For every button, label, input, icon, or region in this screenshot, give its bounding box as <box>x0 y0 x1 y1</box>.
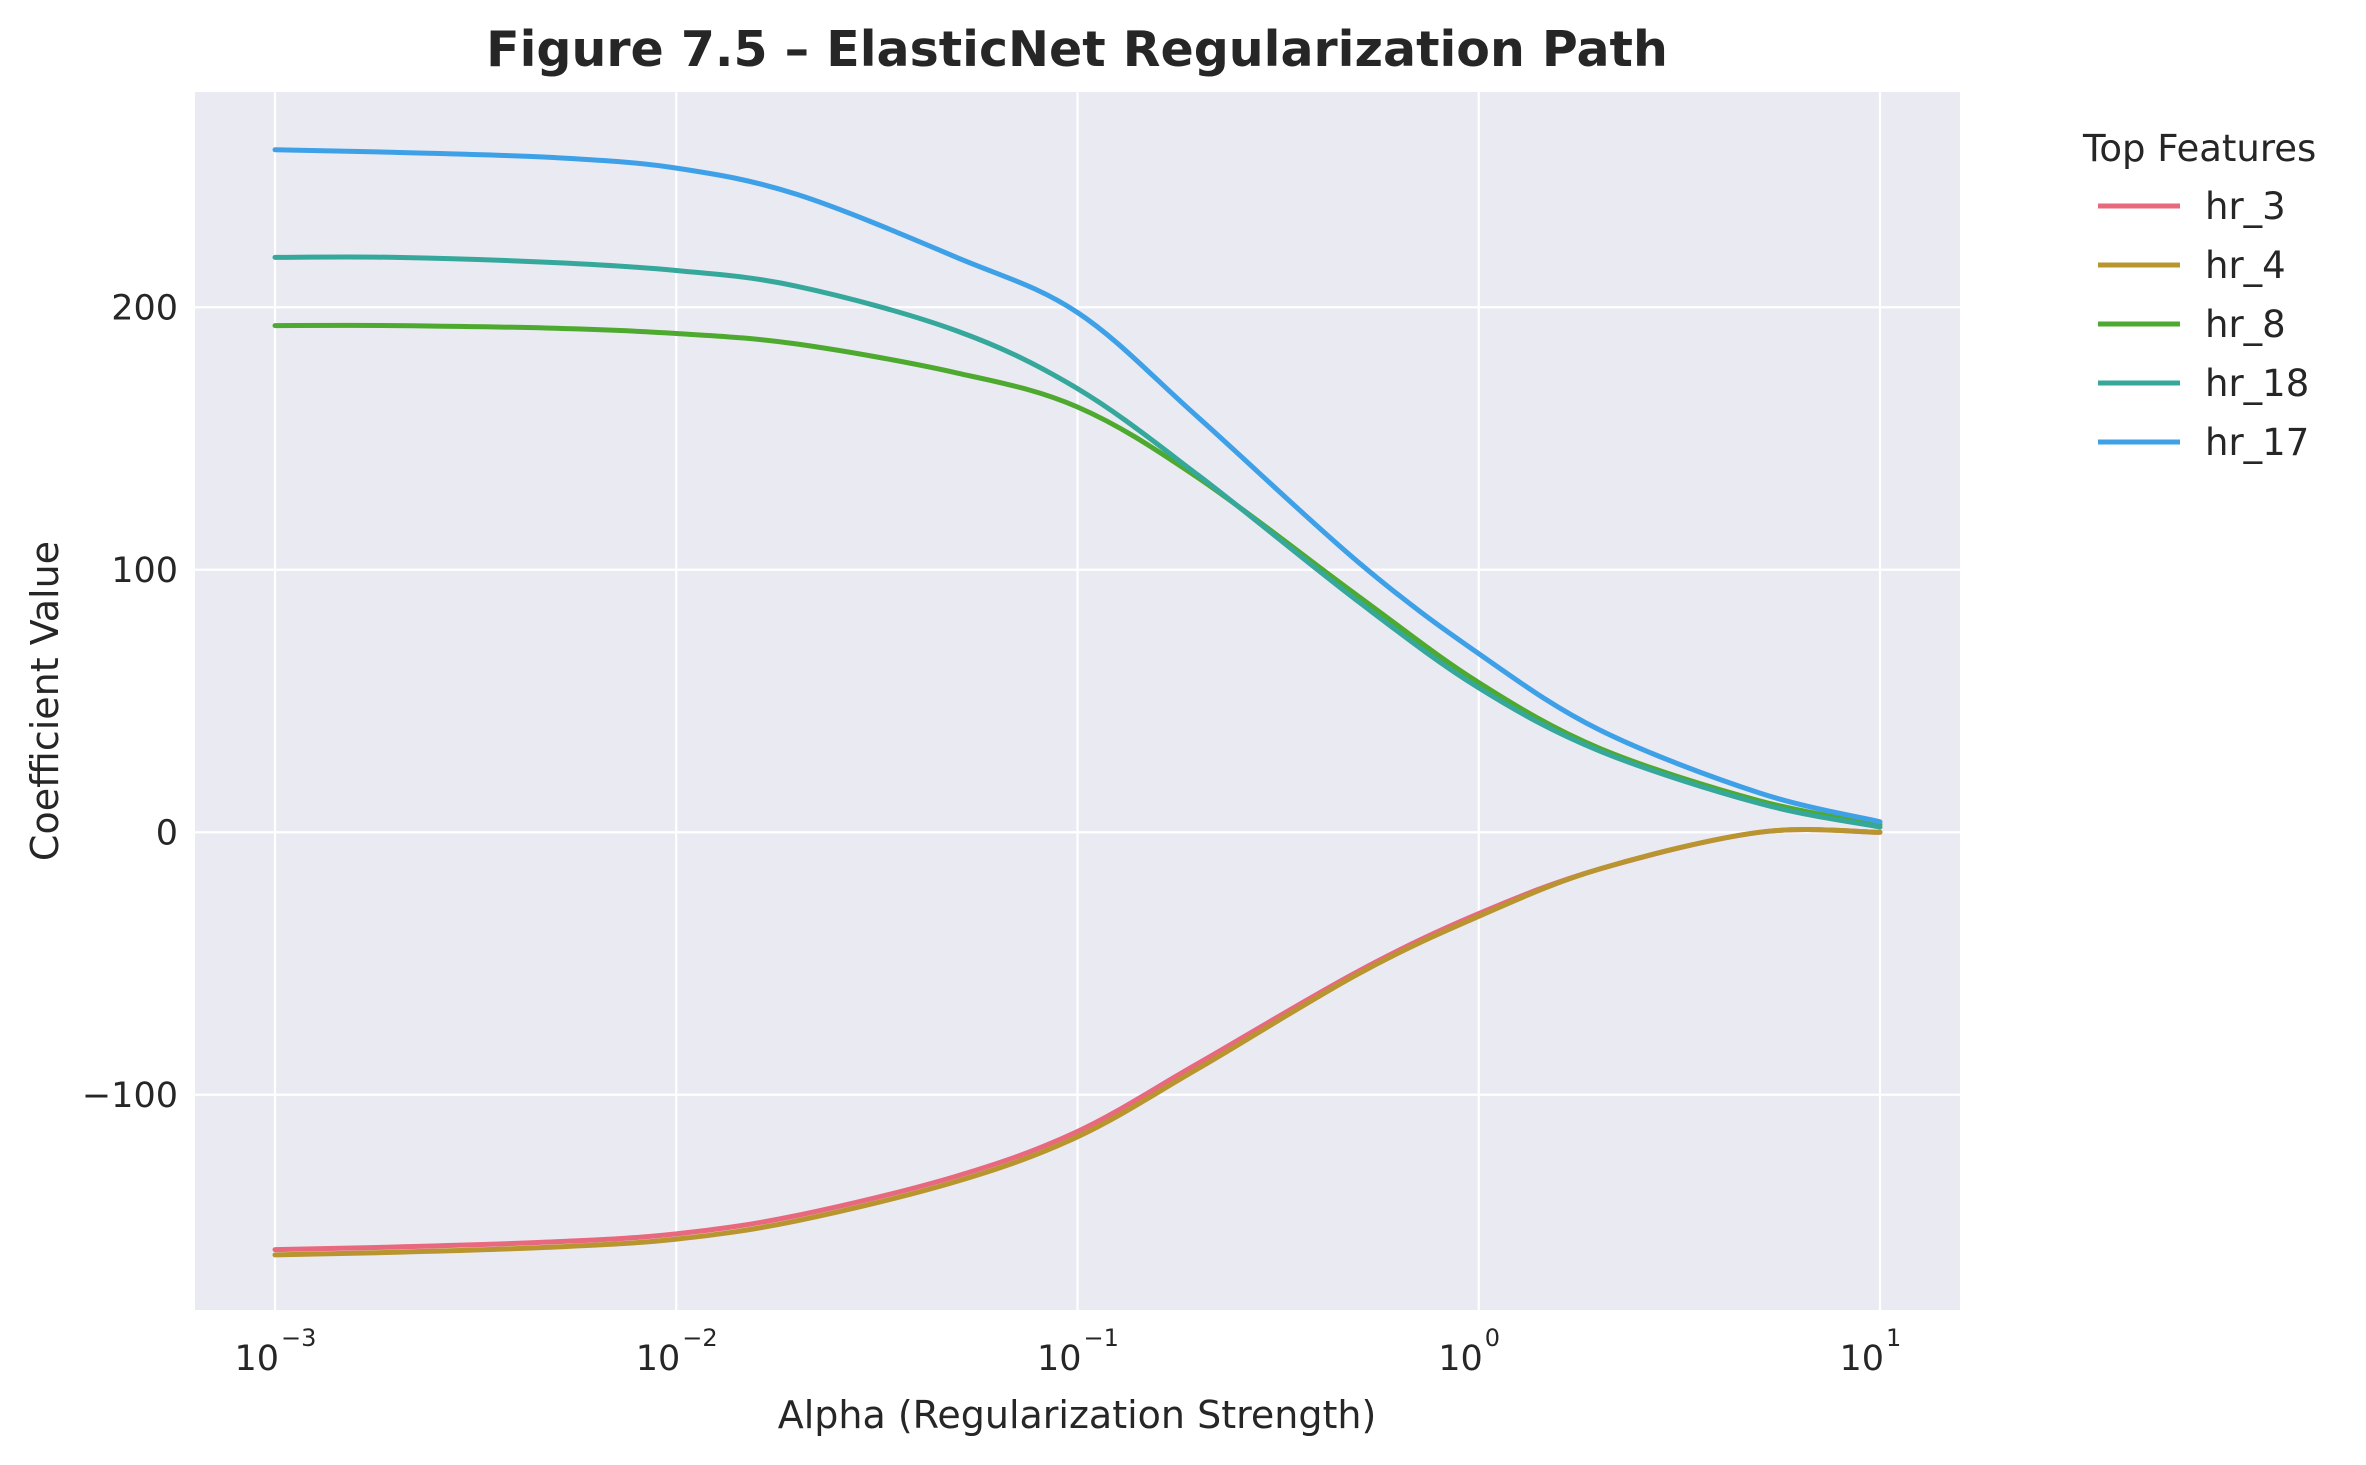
y-tick-label: −100 <box>82 1076 178 1116</box>
legend-item: hr_4 <box>2098 244 2286 287</box>
x-tick-label: 100 <box>1438 1324 1500 1379</box>
x-tick-exponent: −2 <box>682 1324 717 1352</box>
x-tick-exponent: 1 <box>1886 1324 1901 1352</box>
x-tick-base: 10 <box>636 1339 681 1379</box>
x-tick-label: 101 <box>1839 1324 1901 1379</box>
legend-item: hr_17 <box>2098 421 2309 464</box>
x-tick-base: 10 <box>1438 1339 1483 1379</box>
legend-item: hr_18 <box>2098 362 2309 405</box>
series-line-hr-18 <box>272 254 1883 830</box>
x-tick-base: 10 <box>1037 1339 1082 1379</box>
grid-layer <box>195 92 1960 1310</box>
y-tick-labels: −100 0 100 200 <box>82 288 178 1116</box>
y-tick-label: 200 <box>111 288 178 328</box>
x-tick-exponent: −3 <box>281 1324 316 1352</box>
y-axis-label: Coefficient Value <box>23 541 67 861</box>
legend-label: hr_4 <box>2205 244 2286 287</box>
chart-title: Figure 7.5 – ElasticNet Regularization P… <box>486 21 1668 78</box>
x-tick-exponent: 0 <box>1485 1324 1500 1352</box>
legend-label: hr_18 <box>2205 362 2309 405</box>
x-tick-exponent: −1 <box>1084 1324 1119 1352</box>
series-layer <box>272 147 1883 1258</box>
series-line-hr-17 <box>272 147 1883 825</box>
x-tick-label: 10−3 <box>234 1324 316 1379</box>
legend-label: hr_8 <box>2205 303 2286 346</box>
legend-item: hr_3 <box>2098 185 2286 228</box>
legend-title: Top Features <box>2082 127 2316 170</box>
series-line-hr-4 <box>272 827 1883 1258</box>
x-tick-base: 10 <box>1839 1339 1884 1379</box>
x-axis-label: Alpha (Regularization Strength) <box>778 1393 1377 1437</box>
legend: Top Features hr_3 hr_4 hr_8 hr_18 hr_17 <box>2082 127 2316 464</box>
y-tick-label: 100 <box>111 551 178 591</box>
legend-label: hr_17 <box>2205 421 2309 464</box>
x-tick-label: 10−1 <box>1037 1324 1119 1379</box>
legend-label: hr_3 <box>2205 185 2286 228</box>
y-tick-label: 0 <box>156 813 178 853</box>
legend-items: hr_3 hr_4 hr_8 hr_18 hr_17 <box>2098 185 2309 464</box>
legend-item: hr_8 <box>2098 303 2286 346</box>
x-tick-label: 10−2 <box>636 1324 718 1379</box>
x-tick-base: 10 <box>234 1339 279 1379</box>
